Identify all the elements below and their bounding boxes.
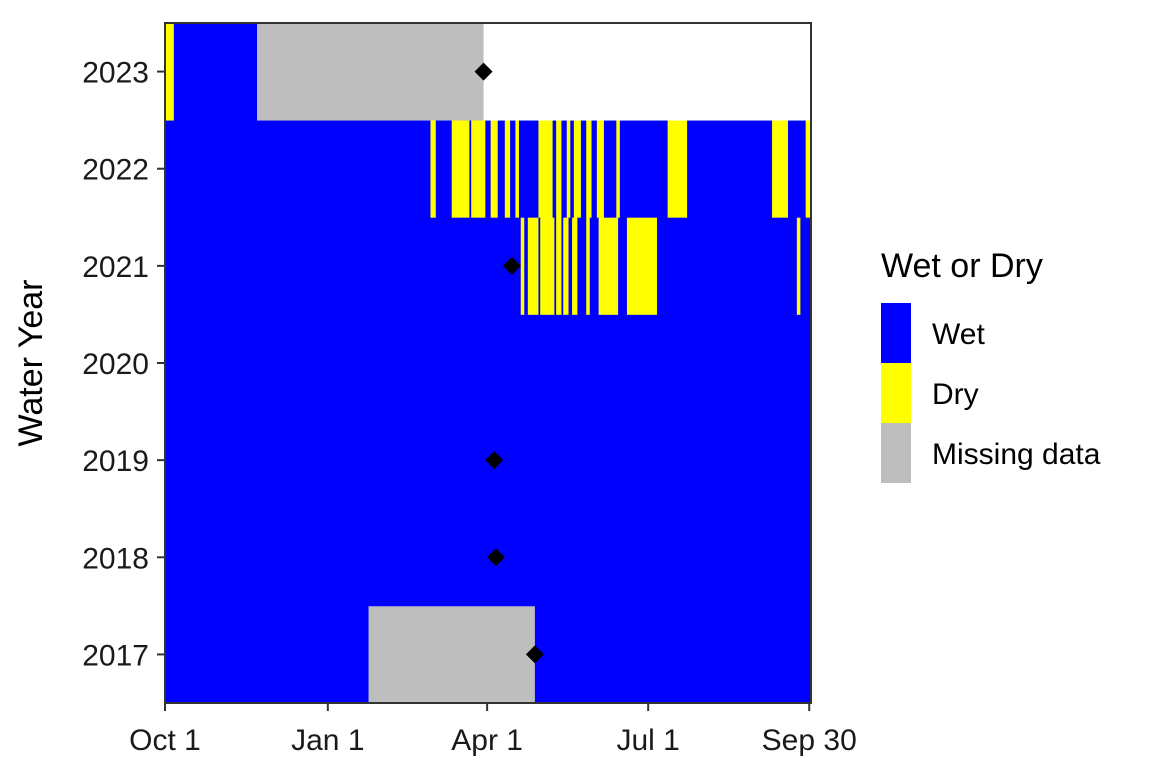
cell-2022-wet <box>165 120 431 218</box>
y-tick-label-2020: 2020 <box>82 348 149 381</box>
legend-key-missing-data <box>881 423 911 483</box>
heatmap-cells <box>165 23 812 704</box>
cell-2021-dry <box>563 217 569 315</box>
y-tick-label-2021: 2021 <box>82 251 149 284</box>
x-tick-label: Oct 1 <box>129 724 201 757</box>
cell-2023-none <box>483 23 812 121</box>
cell-2022-wet <box>580 120 587 218</box>
legend-key-wet <box>881 303 911 363</box>
cell-2021-wet <box>554 217 557 315</box>
x-tick-label: Apr 1 <box>451 724 523 757</box>
cell-2021-dry <box>556 217 562 315</box>
cell-2022-dry <box>556 120 562 218</box>
legend-label: Wet <box>932 318 985 351</box>
x-tick-label: Jan 1 <box>291 724 364 757</box>
cell-2022-dry <box>471 120 486 218</box>
cell-2021-dry <box>598 217 619 315</box>
cell-2022-dry <box>573 120 582 218</box>
date-markers <box>474 62 544 664</box>
cell-2021-dry <box>540 217 555 315</box>
cell-2022-dry <box>667 120 688 218</box>
x-tick-label: Jul 1 <box>616 724 679 757</box>
y-tick-label-2019: 2019 <box>82 445 149 478</box>
y-axis-title: Water Year <box>12 280 50 447</box>
cell-2021-wet <box>538 217 541 315</box>
cell-2022-dry <box>566 120 571 218</box>
cell-2022-wet <box>619 120 669 218</box>
cell-2021-dry <box>572 217 578 315</box>
marker-2018 <box>486 548 505 567</box>
marker-2023 <box>474 62 493 81</box>
cell-2022-dry <box>451 120 470 218</box>
x-tick-label: Sep 30 <box>762 724 857 757</box>
legend-label: Missing data <box>932 438 1101 471</box>
cell-2022-wet <box>591 120 598 218</box>
cell-2021-wet <box>524 217 529 315</box>
cell-2017-wet <box>534 605 812 704</box>
legend-label: Dry <box>932 378 979 411</box>
cell-2022-dry <box>772 120 789 218</box>
cell-2021-dry <box>796 217 801 315</box>
cell-2022-dry <box>538 120 553 218</box>
cell-2021-wet <box>577 217 587 315</box>
y-axis: 2017 2018 2019 2020 2021 2022 2023 <box>82 57 165 672</box>
cell-2022-wet <box>510 120 516 218</box>
cell-2022-wet <box>787 120 807 218</box>
cell-2023-missing <box>257 23 484 121</box>
y-tick-label-2023: 2023 <box>82 57 149 90</box>
legend-key-dry <box>881 363 911 423</box>
cell-2022-dry <box>490 120 499 218</box>
legend-title: Wet or Dry <box>881 247 1043 285</box>
cell-2022-dry <box>616 120 621 218</box>
cell-2022-wet <box>518 120 539 218</box>
cell-2022-dry <box>596 120 605 218</box>
cell-2021-wet <box>589 217 600 315</box>
cell-2021-wet <box>568 217 573 315</box>
cell-2021-dry <box>527 217 539 315</box>
cell-2021-dry <box>626 217 658 315</box>
marker-2021 <box>502 256 521 275</box>
marker-2017 <box>525 645 544 664</box>
legend-items: Wet Dry Missing data <box>881 303 1101 483</box>
cell-2023-wet <box>173 23 258 121</box>
cell-2022-wet <box>552 120 557 218</box>
cell-2022-dry <box>805 120 812 218</box>
cell-2022-wet <box>561 120 568 218</box>
cell-2017-missing <box>368 605 536 704</box>
cell-2020-wet <box>165 314 812 412</box>
cell-2021-dry <box>520 217 525 315</box>
cell-2022-wet <box>687 120 773 218</box>
cell-2022-wet <box>435 120 453 218</box>
cell-2021-wet <box>561 217 564 315</box>
cell-2021-wet <box>165 217 522 315</box>
cell-2022-wet <box>570 120 575 218</box>
cell-2022-wet <box>497 120 506 218</box>
cell-2022-dry <box>515 120 520 218</box>
marker-2019 <box>485 451 504 470</box>
cell-2017-wet <box>165 605 369 704</box>
cell-2022-wet <box>485 120 492 218</box>
y-tick-label-2022: 2022 <box>82 154 149 187</box>
cell-2021-wet <box>657 217 798 315</box>
cell-2022-dry <box>504 120 511 218</box>
cell-2021-wet <box>618 217 628 315</box>
cell-2022-dry <box>586 120 592 218</box>
cell-2022-dry <box>430 120 437 218</box>
y-tick-label-2018: 2018 <box>82 542 149 575</box>
cell-2022-wet <box>603 120 617 218</box>
cell-2021-wet <box>800 217 812 315</box>
cell-2023-dry <box>165 23 175 121</box>
x-axis: Oct 1 Jan 1 Apr 1 Jul 1 Sep 30 <box>129 703 857 757</box>
cell-2022-wet <box>469 120 472 218</box>
y-tick-label-2017: 2017 <box>82 639 149 672</box>
cell-2021-dry <box>586 217 591 315</box>
legend: Wet or Dry Wet Dry Missing data <box>881 247 1101 483</box>
